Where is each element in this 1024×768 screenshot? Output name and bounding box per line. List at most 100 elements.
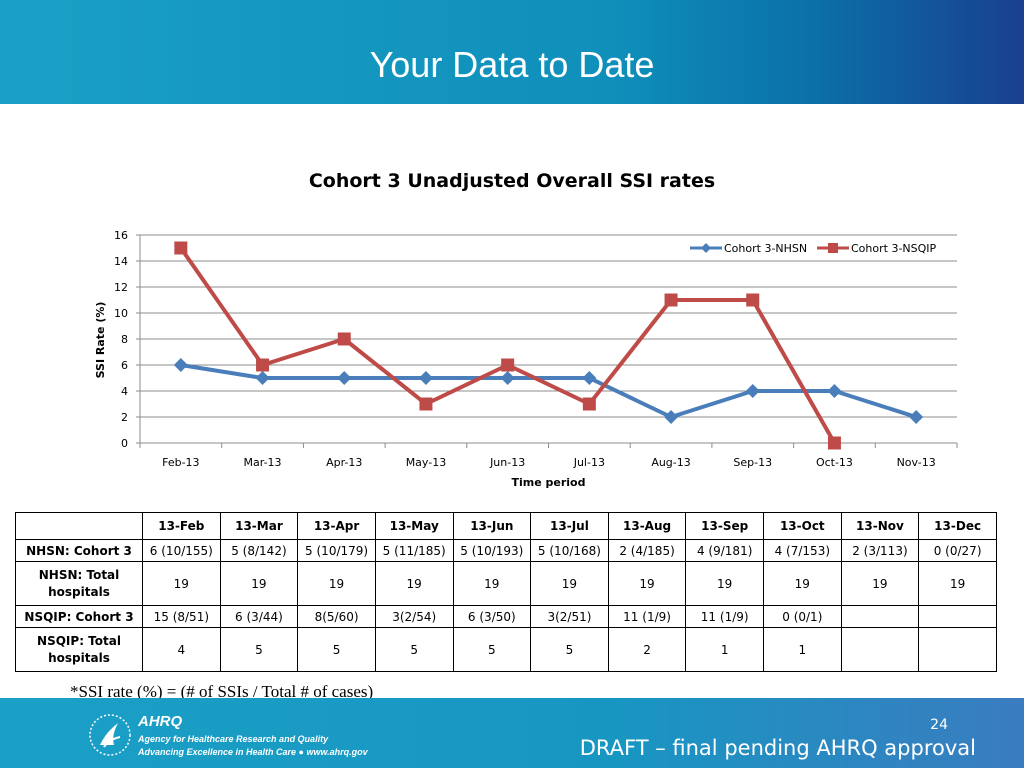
table-row-label: NHSN: Total hospitals <box>15 561 143 606</box>
series-line-0 <box>180 363 917 419</box>
table-column-header: 13-Jul <box>530 512 609 540</box>
data-point <box>500 371 515 385</box>
table-cell: 4 <box>142 627 221 672</box>
table-cell <box>918 627 997 672</box>
table-row: NSQIP: Cohort 3 15 (8/51) 6 (3/44) 8(5/60) 3… <box>15 605 997 628</box>
y-tick-label: 8 <box>121 333 128 346</box>
data-point <box>419 397 433 411</box>
table-header-row: 13-Feb 13-Mar 13-Apr 13-May 13-Jun 13-Jul 13-A… <box>15 512 997 540</box>
data-point <box>827 436 841 450</box>
legend-label: Cohort 3-NSQIP <box>851 242 937 255</box>
table-column-header: 13-Oct <box>763 512 842 540</box>
hhs-eagle-icon <box>89 714 131 756</box>
data-point <box>582 397 596 411</box>
table-cell: 2 (4/185) <box>607 539 687 562</box>
data-point <box>174 241 188 255</box>
table-cell: 5 (10/193) <box>452 539 532 562</box>
x-tick-label: Feb-13 <box>162 456 199 469</box>
table-cell: 6 (3/50) <box>452 605 532 628</box>
table-column-header: 13-Feb <box>142 512 221 540</box>
chart-title: Cohort 3 Unadjusted Overall SSI rates <box>308 170 716 192</box>
table-row: NHSN: Total hospitals 19 19 19 19 19 19 19 19 19 1… <box>15 561 997 606</box>
data-point <box>255 371 270 385</box>
data-point <box>745 384 760 398</box>
y-axis-title: SSI Rate (%) <box>94 302 107 379</box>
table-column-header: 13-Nov <box>840 512 920 540</box>
table-cell: 19 <box>219 561 299 606</box>
table-cell: 19 <box>374 561 454 606</box>
y-tick-label: 6 <box>121 359 128 372</box>
x-axis-title: Time period <box>512 476 586 489</box>
table-cell: 19 <box>142 561 221 606</box>
table-cell: 4 (9/181) <box>685 539 764 562</box>
table-cell: 3(2/54) <box>374 605 454 628</box>
x-tick-label: Nov-13 <box>897 456 936 469</box>
x-tick-label: May-13 <box>406 456 447 469</box>
legend-label: Cohort 3-NHSN <box>724 242 807 255</box>
table-row: NSQIP: Total hospitals 4 5 5 5 5 5 2 1 1 <box>15 627 997 672</box>
page-number: 24 <box>930 717 948 733</box>
table-cell: 3(2/51) <box>530 605 609 628</box>
table-cell: 5 <box>219 627 299 672</box>
table-cell: 5 (8/142) <box>219 539 299 562</box>
table-cell: 8(5/60) <box>297 605 376 628</box>
legend-marker-0 <box>701 243 711 253</box>
data-table: 13-Feb 13-Mar 13-Apr 13-May 13-Jun 13-Jul 13-A… <box>15 512 997 672</box>
table-cell <box>840 627 920 672</box>
table-cell: 19 <box>452 561 532 606</box>
table-row-label: NSQIP: Total hospitals <box>15 627 143 672</box>
table-cell: 19 <box>297 561 376 606</box>
table-column-header: 13-Aug <box>607 512 687 540</box>
table-cell: 6 (3/44) <box>219 605 299 628</box>
x-tick-label: Jun-13 <box>489 456 525 469</box>
table-cell: 6 (10/155) <box>142 539 221 562</box>
table-cell: 1 <box>763 627 842 672</box>
table-row-label: NHSN: Cohort 3 <box>15 539 143 562</box>
table-cell: 19 <box>685 561 764 606</box>
table-cell: 19 <box>763 561 842 606</box>
data-point <box>582 371 597 385</box>
slide-title: Your Data to Date <box>369 44 655 85</box>
table-column-header: 13-May <box>374 512 454 540</box>
table-column-header: 13-Dec <box>918 512 997 540</box>
table-cell: 2 (3/113) <box>840 539 920 562</box>
table-cell: 19 <box>530 561 609 606</box>
table-cell <box>918 605 997 628</box>
table-cell: 2 <box>607 627 687 672</box>
data-point <box>173 358 188 372</box>
data-point <box>909 410 924 424</box>
line-chart: 0 2 4 6 8 10 12 14 16 Feb-13 Mar-13 Apr-13 May-13 Jun… <box>94 229 958 489</box>
table-corner-cell <box>15 512 143 540</box>
table-cell: 0 (0/1) <box>763 605 842 628</box>
table-cell: 4 (7/153) <box>763 539 842 562</box>
data-point <box>256 358 270 372</box>
table-column-header: 13-Jun <box>452 512 532 540</box>
table-column-header: 13-Mar <box>219 512 299 540</box>
table-column-header: 13-Sep <box>685 512 764 540</box>
x-tick-label: Apr-13 <box>326 456 362 469</box>
x-tick-label: Oct-13 <box>816 456 853 469</box>
data-point <box>664 293 678 307</box>
ahrq-logo: AHRQ Agency for Healthcare Research and … <box>88 705 388 765</box>
y-tick-label: 2 <box>121 411 128 424</box>
table-cell: 1 <box>685 627 764 672</box>
footer-band <box>0 698 1024 768</box>
data-point <box>337 371 352 385</box>
table-row-label: NSQIP: Cohort 3 <box>15 605 143 628</box>
series-line-1 <box>179 246 837 444</box>
table-cell: 15 (8/51) <box>142 605 221 628</box>
draft-notice: DRAFT – final pending AHRQ approval <box>579 736 976 760</box>
y-tick-label: 4 <box>121 385 128 398</box>
table-cell: 5 <box>530 627 609 672</box>
x-tick-label: Mar-13 <box>244 456 282 469</box>
data-point <box>337 332 351 346</box>
y-tick-label: 12 <box>114 281 128 294</box>
table-cell: 5 (11/185) <box>374 539 454 562</box>
data-point <box>746 293 760 307</box>
x-tick-label: Aug-13 <box>651 456 690 469</box>
ahrq-wordmark: AHRQ <box>138 713 183 730</box>
table-column-header: 13-Apr <box>297 512 376 540</box>
table-cell: 5 <box>452 627 532 672</box>
y-tick-label: 0 <box>121 437 128 450</box>
